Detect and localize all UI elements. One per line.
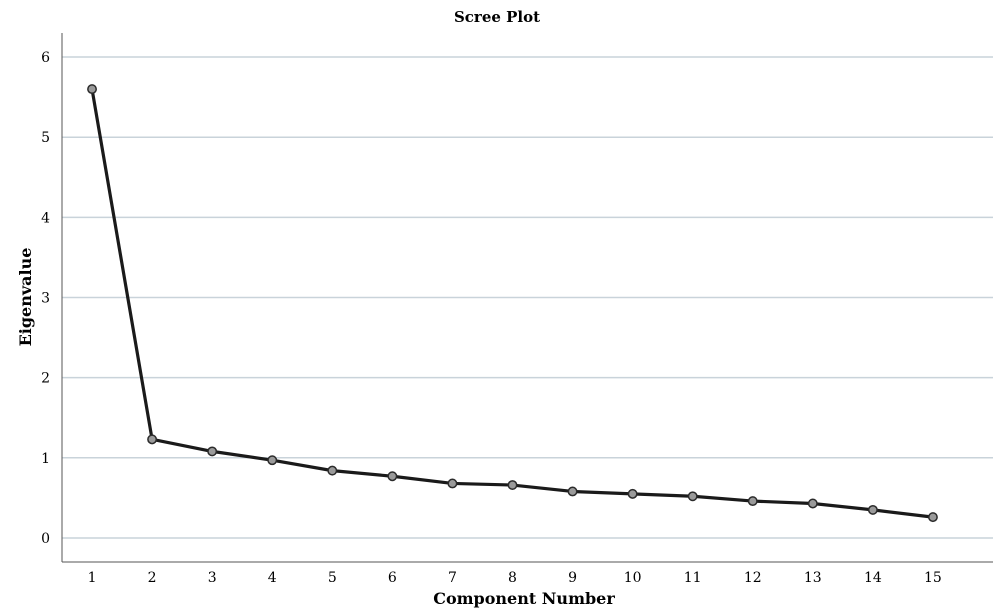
data-point-11 <box>687 491 698 502</box>
x-tick-label: 1 <box>88 570 97 586</box>
series-line <box>90 87 935 519</box>
data-point-4 <box>267 455 278 466</box>
x-tick-label: 12 <box>744 570 762 586</box>
x-tick-label: 6 <box>388 570 397 586</box>
x-tick-label: 7 <box>448 570 457 586</box>
y-axis-label: Eigenvalue <box>16 248 35 347</box>
x-tick-label: 8 <box>508 570 517 586</box>
x-tick-label: 13 <box>804 570 822 586</box>
y-tick-label: 4 <box>41 210 50 226</box>
y-tick-label: 2 <box>41 371 50 387</box>
x-tick-label: 3 <box>208 570 217 586</box>
y-tick-label: 5 <box>41 130 50 146</box>
x-tick-label: 15 <box>924 570 942 586</box>
data-point-3 <box>207 446 218 457</box>
axes <box>61 33 993 563</box>
data-point-15 <box>927 512 938 523</box>
data-point-2 <box>147 434 158 445</box>
data-point-1 <box>87 84 97 95</box>
data-point-5 <box>327 465 338 476</box>
data-point-14 <box>867 504 878 515</box>
data-point-8 <box>507 480 518 491</box>
y-tick-label: 0 <box>41 531 50 547</box>
grid-lines <box>62 56 993 539</box>
x-tick-label: 11 <box>684 570 702 586</box>
data-point-10 <box>627 488 638 499</box>
series <box>87 84 938 523</box>
x-tick-label: 5 <box>328 570 337 586</box>
chart-title: Scree Plot <box>454 8 540 26</box>
x-tick-labels: 1 2 3 4 5 6 7 8 9 10 11 12 13 14 15 <box>88 570 942 586</box>
x-tick-label: 4 <box>268 570 277 586</box>
y-tick-labels: 0 1 2 3 4 5 6 <box>41 50 50 547</box>
data-point-7 <box>447 478 458 489</box>
x-axis-label: Component Number <box>433 589 615 608</box>
y-tick-label: 1 <box>41 451 50 467</box>
data-point-12 <box>747 496 758 507</box>
data-point-13 <box>807 498 818 509</box>
data-point-6 <box>387 471 398 482</box>
x-tick-label: 9 <box>568 570 577 586</box>
y-tick-label: 6 <box>41 50 50 66</box>
x-tick-label: 14 <box>864 570 882 586</box>
x-tick-label: 10 <box>624 570 642 586</box>
x-tick-label: 2 <box>148 570 157 586</box>
y-tick-label: 3 <box>41 291 50 307</box>
data-point-9 <box>567 486 578 497</box>
